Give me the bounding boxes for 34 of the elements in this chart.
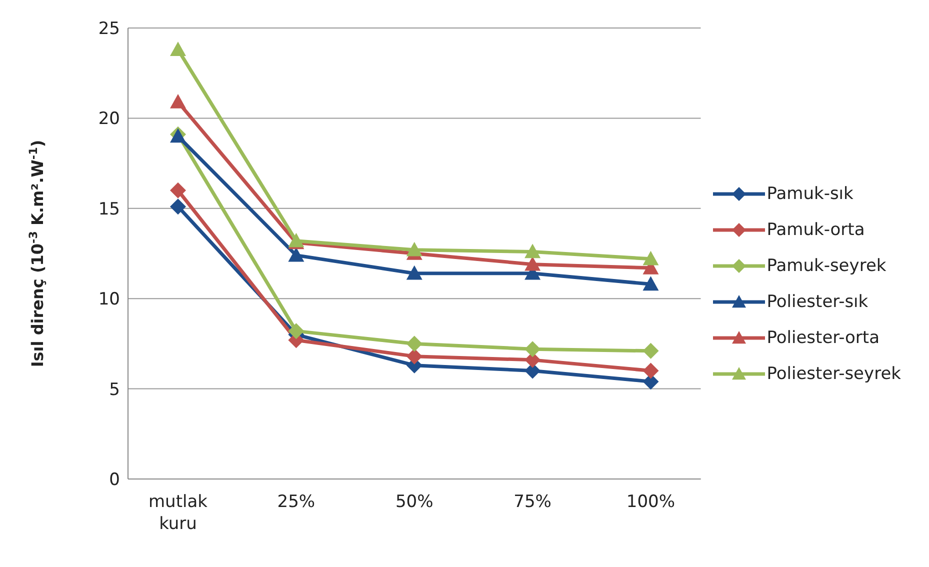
y-tick-label: 20: [98, 109, 120, 130]
legend-label: Poliester-seyrek: [766, 364, 901, 384]
point: [524, 256, 541, 271]
legend-label: Poliester-sık: [766, 292, 868, 312]
x-tick-label: 50%: [395, 492, 434, 512]
point: [406, 336, 422, 352]
point: [642, 250, 659, 266]
y-tick-label: 10: [98, 290, 120, 310]
point: [170, 198, 186, 215]
point: [642, 342, 659, 359]
point: [288, 323, 304, 340]
point: [406, 242, 422, 256]
x-tick-label: 25%: [277, 492, 316, 512]
point: [642, 362, 659, 379]
point: [406, 348, 422, 364]
legend-label: Pamuk-sık: [766, 184, 854, 204]
point: [406, 265, 422, 280]
point: [642, 276, 659, 291]
x-tick-label: 75%: [514, 492, 552, 512]
point: [170, 94, 186, 108]
point: [170, 182, 186, 198]
point: [288, 247, 304, 262]
point: [170, 42, 186, 56]
y-tick-label: 25: [98, 19, 120, 40]
legend-label: Poliester-orta: [766, 328, 880, 348]
y-tick-label: 5: [109, 380, 120, 400]
point: [524, 244, 541, 258]
point: [524, 341, 541, 358]
y-tick-label: 15: [98, 199, 120, 220]
x-tick-label: mutlak kuru: [148, 492, 208, 534]
y-tick-label: 0: [109, 470, 120, 490]
x-tick-label: 100%: [626, 492, 676, 512]
legend-label: Pamuk-orta: [766, 220, 865, 240]
legend-label: Pamuk-seyrek: [766, 256, 886, 276]
